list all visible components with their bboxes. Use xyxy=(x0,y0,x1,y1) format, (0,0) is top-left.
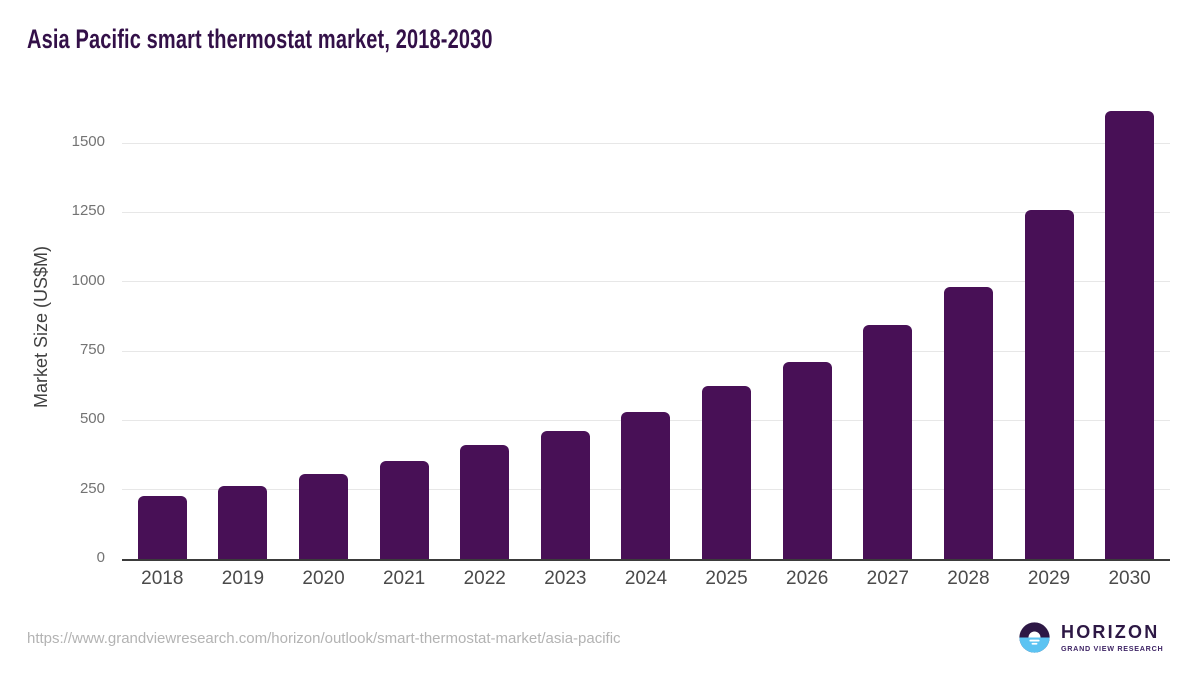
x-tick-label-2022: 2022 xyxy=(463,568,506,589)
x-tick-label-2023: 2023 xyxy=(544,568,587,589)
bar-slot-2021 xyxy=(364,95,445,559)
bar-2024 xyxy=(621,411,671,559)
y-tick-label-500: 500 xyxy=(79,410,105,428)
x-tick-label-2028: 2028 xyxy=(947,568,990,589)
x-tick-label-2019: 2019 xyxy=(221,568,265,589)
bar-slot-2028 xyxy=(928,95,1009,559)
x-tick-label-2030: 2030 xyxy=(1108,568,1151,589)
bar-slot-2030 xyxy=(1089,95,1170,559)
bar-slot-2024 xyxy=(606,95,687,559)
x-axis-labels: 2018 2019 2020 2021 2022 2023 2024 2025 2026 2027… xyxy=(122,565,1170,590)
x-tick-label-2026: 2026 xyxy=(786,568,829,589)
logo-name: HORIZON xyxy=(1061,621,1160,642)
bar-2025 xyxy=(702,386,752,559)
bar-2018 xyxy=(137,495,187,559)
bar-2022 xyxy=(460,445,510,559)
plot-area xyxy=(122,95,1170,561)
horizon-sun-logo-icon xyxy=(1019,622,1050,653)
y-tick-label-1500: 1500 xyxy=(71,133,105,150)
x-tick-label-2027: 2027 xyxy=(866,568,909,589)
bar-slot-2029 xyxy=(1009,95,1090,559)
gridline-750 xyxy=(122,350,1170,352)
x-tick-label-2020: 2020 xyxy=(302,568,345,589)
x-tick-label-2025: 2025 xyxy=(705,568,748,589)
x-tick-label-2029: 2029 xyxy=(1027,568,1071,589)
bar-2026 xyxy=(782,361,832,559)
gridline-1000 xyxy=(122,281,1170,283)
horizon-logo: HORIZON GRAND VIEW RESEARCH xyxy=(1019,622,1163,653)
y-tick-label-0: 0 xyxy=(96,549,105,566)
y-tick-label-1250: 1250 xyxy=(71,202,105,220)
bar-slot-2020 xyxy=(283,95,364,559)
bar-slot-2026 xyxy=(767,95,848,559)
y-axis-labels: 0 250 500 750 1000 1250 1500 xyxy=(0,95,105,566)
logo-subtitle: GRAND VIEW RESEARCH xyxy=(1061,643,1164,653)
bar-slot-2022 xyxy=(444,95,525,559)
logo-text: HORIZON GRAND VIEW RESEARCH xyxy=(1061,623,1163,653)
gridline-1250 xyxy=(122,211,1170,213)
gridline-1500 xyxy=(122,142,1170,144)
bar-2023 xyxy=(540,431,590,559)
x-tick-label-2021: 2021 xyxy=(382,568,426,589)
source-url: https://www.grandviewresearch.com/horizo… xyxy=(27,630,621,647)
x-tick-label-2024: 2024 xyxy=(624,568,668,589)
chart-title: Asia Pacific smart thermostat market, 20… xyxy=(27,24,493,54)
bar-2027 xyxy=(863,324,913,559)
bar-slot-2019 xyxy=(203,95,284,559)
bar-2030 xyxy=(1105,111,1155,559)
bar-2029 xyxy=(1024,209,1074,559)
bar-2028 xyxy=(943,287,993,559)
bar-slot-2025 xyxy=(686,95,767,559)
x-tick-label-2018: 2018 xyxy=(141,568,184,589)
bar-slot-2018 xyxy=(122,95,203,559)
bar-slot-2027 xyxy=(847,95,928,559)
y-tick-label-1000: 1000 xyxy=(71,271,105,289)
bar-2020 xyxy=(299,473,349,559)
bar-slot-2023 xyxy=(525,95,606,559)
y-tick-label-750: 750 xyxy=(79,341,105,358)
y-tick-label-250: 250 xyxy=(79,479,105,497)
bar-2021 xyxy=(379,460,429,559)
bars xyxy=(122,95,1170,559)
bar-2019 xyxy=(218,485,268,559)
